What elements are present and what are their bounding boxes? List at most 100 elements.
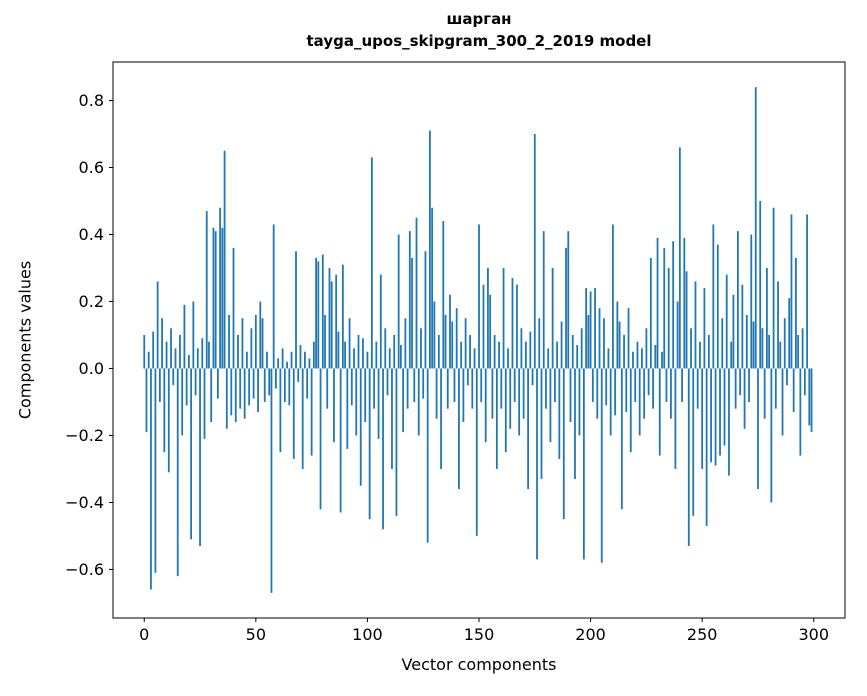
chart-title-word: шарган (446, 10, 512, 28)
bar (627, 308, 630, 369)
bar (228, 314, 230, 369)
bar (417, 368, 420, 436)
bar (562, 368, 565, 520)
x-axis-label: Vector components (401, 655, 557, 674)
bar (518, 368, 521, 436)
bar (446, 368, 449, 409)
bar (373, 368, 376, 409)
bar (687, 368, 690, 546)
bar (355, 368, 358, 436)
bar (440, 368, 442, 469)
y-axis-label: Components values (15, 260, 35, 420)
bar (678, 147, 681, 369)
bar (571, 334, 574, 369)
bar (580, 328, 583, 369)
bar (357, 334, 360, 369)
bar (547, 348, 550, 369)
bar (346, 368, 349, 449)
bar (250, 328, 253, 369)
bar (172, 368, 175, 386)
bar (754, 87, 757, 369)
bar (542, 231, 545, 369)
bar (310, 368, 313, 456)
bar (750, 234, 753, 369)
bar (614, 368, 617, 416)
bar (600, 368, 603, 563)
bar (808, 368, 811, 426)
bar (382, 368, 384, 530)
bar (752, 321, 755, 369)
bar (266, 351, 268, 369)
bar (297, 368, 300, 382)
bar (509, 368, 512, 429)
bar (636, 341, 639, 369)
bar (495, 368, 498, 469)
bar (167, 368, 170, 473)
bar (339, 368, 342, 513)
bar (707, 334, 710, 369)
bar (529, 331, 532, 369)
bar (268, 368, 271, 396)
bar (710, 368, 712, 463)
bar (261, 318, 264, 369)
bar (205, 211, 208, 369)
bar (183, 304, 186, 369)
bar (163, 368, 166, 453)
bar (565, 247, 567, 369)
bar (449, 294, 451, 369)
bar (714, 368, 717, 466)
bar (605, 368, 608, 406)
bar (281, 348, 284, 369)
bar (324, 314, 326, 369)
bar (397, 234, 400, 369)
bar (538, 318, 541, 369)
bar (187, 355, 190, 369)
bar (647, 368, 650, 396)
bar (585, 288, 588, 369)
bar (433, 301, 436, 369)
bar (232, 247, 235, 369)
bar (413, 368, 416, 402)
y-tick-label: 0.0 (79, 359, 104, 378)
bar (384, 328, 387, 369)
bar (591, 368, 594, 402)
bar (243, 368, 246, 419)
bar (531, 368, 534, 386)
bar (290, 351, 293, 369)
bar (766, 267, 768, 369)
bar (395, 368, 398, 516)
y-tick-label: −0.4 (65, 493, 104, 512)
bar (422, 368, 425, 399)
bar (368, 368, 371, 520)
bar (774, 368, 777, 409)
bar (424, 251, 427, 369)
bar (312, 341, 315, 369)
bar (335, 274, 338, 369)
bar (522, 368, 525, 419)
bar (165, 341, 168, 369)
bar (388, 348, 391, 369)
bar (779, 341, 782, 369)
bar (560, 321, 563, 369)
bar (341, 264, 344, 369)
bar (803, 368, 806, 396)
bar (625, 368, 628, 413)
bar (315, 257, 317, 369)
bar (699, 341, 701, 369)
bar (279, 368, 282, 453)
bar (788, 298, 791, 369)
y-tick-label: 0.6 (79, 158, 104, 177)
bar (696, 368, 699, 409)
bar (475, 368, 478, 536)
bar (489, 294, 492, 369)
bar (739, 368, 742, 396)
bar (792, 368, 795, 413)
bar (574, 368, 576, 479)
bar (607, 348, 610, 369)
bar (569, 368, 572, 423)
bar (203, 368, 206, 439)
bar (482, 284, 485, 369)
bar (661, 351, 663, 369)
bar (703, 288, 706, 369)
